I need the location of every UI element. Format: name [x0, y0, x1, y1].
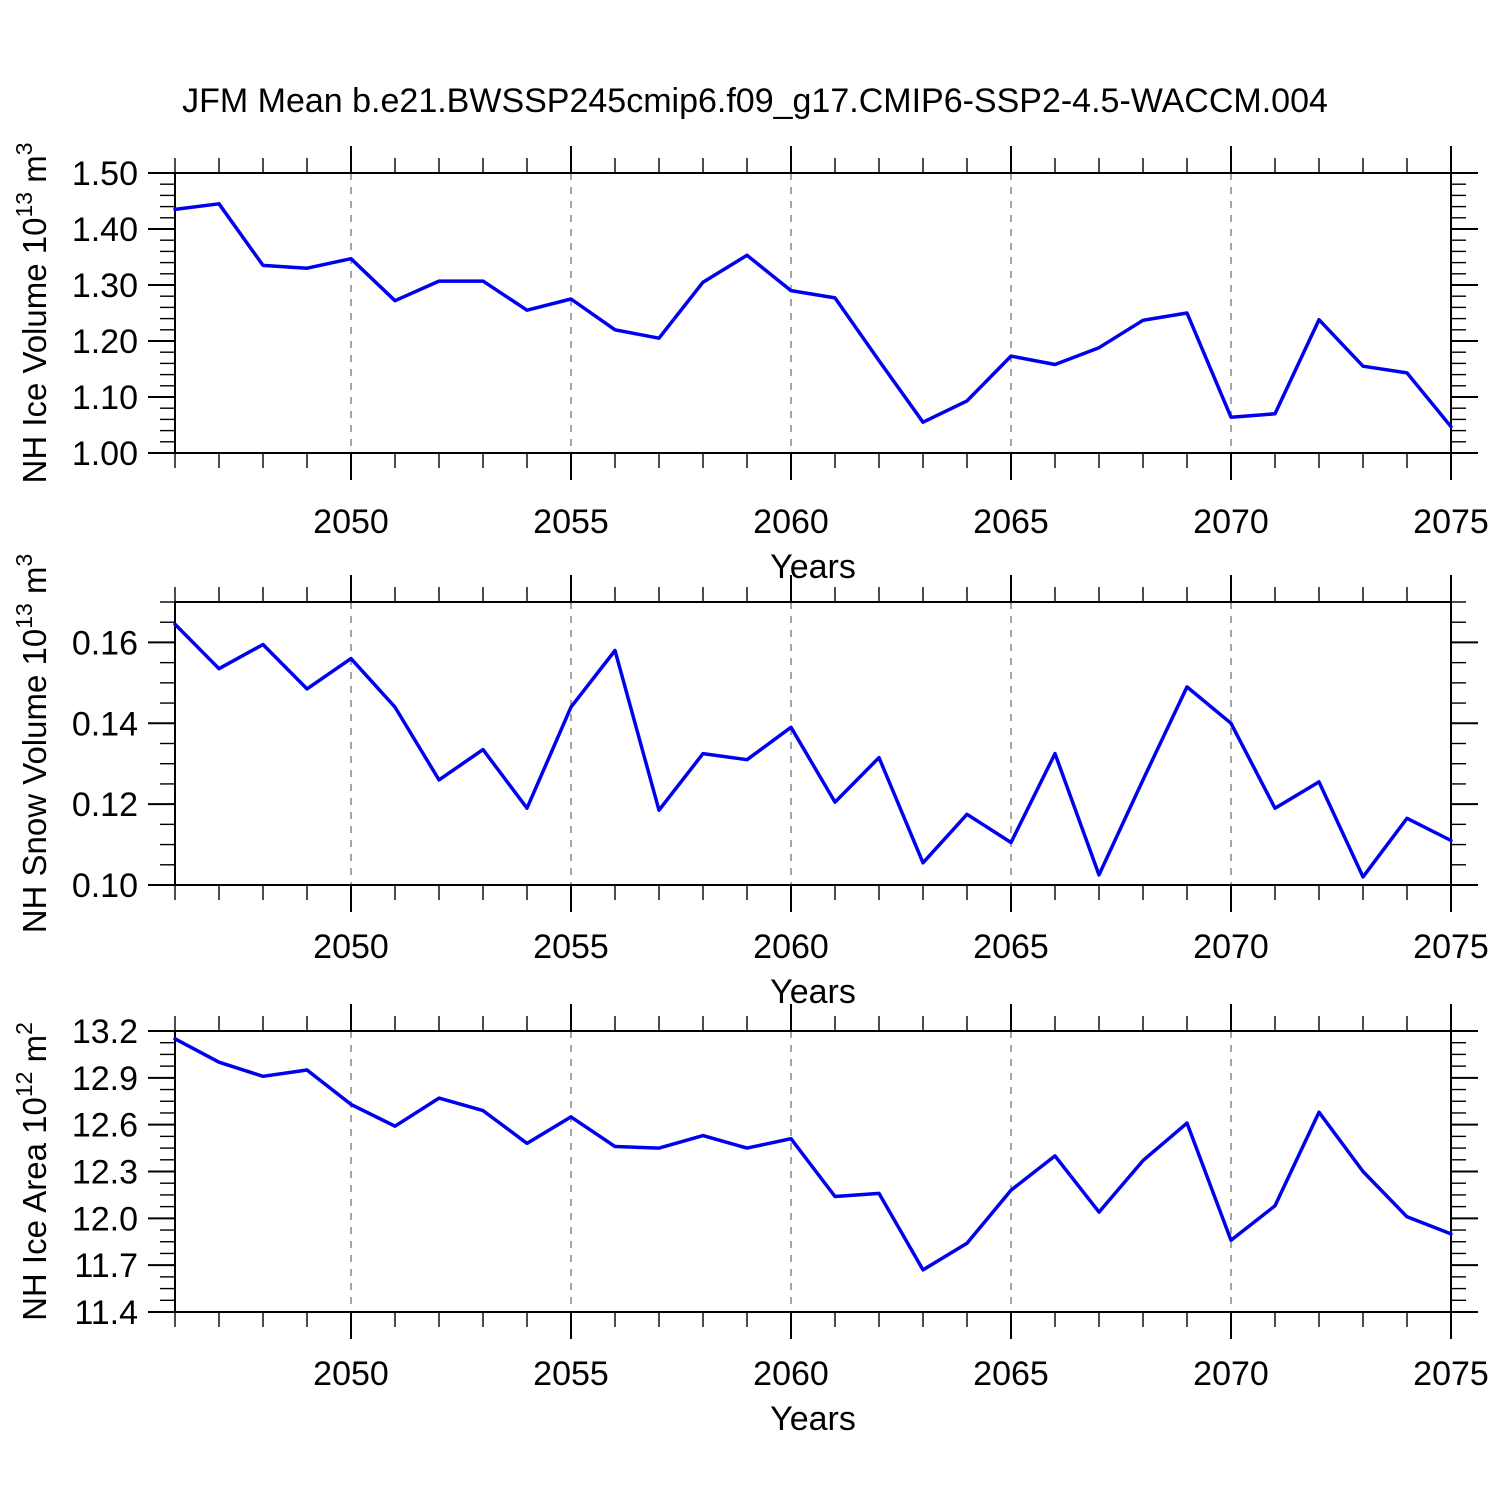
panel-nh-ice-area: 11.4 11.7 12.0 12.3 12.6 12.9 13.2 2050 2055 2060… — [11, 1004, 1489, 1438]
y-tick-label: 1.10 — [72, 379, 138, 417]
y-tick-label: 11.7 — [74, 1247, 138, 1285]
x-tick-label-2055: 2055 — [533, 503, 609, 541]
data-line-nh-ice-area — [173, 1037, 1453, 1272]
panel-nh-ice-volume: 1.00 1.10 1.20 1.30 1.40 1.50 2050 2055 2060 2065… — [11, 142, 1489, 586]
y-axis-title: NH Ice Volume 1013 m3 — [11, 142, 53, 483]
x-tick-label-2075: 2075 — [1413, 1355, 1489, 1393]
y-axis-title: NH Ice Area 1012 m2 — [11, 1022, 53, 1321]
x-tick-label-2075: 2075 — [1413, 928, 1489, 966]
x-tick-label-2055: 2055 — [533, 928, 609, 966]
y-tick-label: 1.50 — [72, 155, 138, 193]
x-tick-label-2070: 2070 — [1193, 1355, 1269, 1393]
axis-frame — [174, 601, 1452, 886]
y-tick-label: 12.0 — [72, 1200, 138, 1238]
x-tick-label-2070: 2070 — [1193, 928, 1269, 966]
x-tick-label-2065: 2065 — [973, 1355, 1049, 1393]
y-tick-label: 12.3 — [72, 1154, 138, 1192]
panel-nh-snow-volume: 0.10 0.12 0.14 0.16 2050 2055 2060 2065 2070 2075… — [11, 554, 1489, 1011]
x-tick-label-2050: 2050 — [313, 1355, 389, 1393]
y-tick-label: 11.4 — [74, 1294, 138, 1332]
chart-panels: 1.00 1.10 1.20 1.30 1.40 1.50 2050 2055 2060 2065… — [11, 142, 1489, 1438]
y-tick-label: 13.2 — [72, 1013, 138, 1051]
y-tick-label: 1.20 — [72, 323, 138, 361]
y-tick-label: 0.16 — [72, 624, 138, 662]
x-tick-label-2065: 2065 — [973, 928, 1049, 966]
y-tick-label: 12.9 — [72, 1060, 138, 1098]
x-tick-label-2050: 2050 — [313, 503, 389, 541]
y-tick-label: 1.30 — [72, 267, 138, 305]
axis-frame — [174, 1030, 1452, 1313]
x-tick-label-2050: 2050 — [313, 928, 389, 966]
data-line-nh-ice-volume — [173, 202, 1453, 429]
y-axis-title: NH Snow Volume 1013 m3 — [11, 554, 53, 934]
y-tick-label: 0.10 — [72, 867, 138, 905]
x-axis-title: Years — [770, 973, 856, 1011]
data-line-nh-snow-volume — [173, 622, 1453, 879]
y-tick-label: 0.14 — [72, 705, 138, 743]
x-tick-label-2070: 2070 — [1193, 503, 1269, 541]
x-axis-title: Years — [770, 1400, 856, 1438]
axis-frame — [174, 172, 1452, 454]
x-tick-label-2060: 2060 — [753, 503, 829, 541]
y-tick-label: 1.00 — [72, 435, 138, 473]
x-tick-label-2060: 2060 — [753, 1355, 829, 1393]
chart-title: JFM Mean b.e21.BWSSP245cmip6.f09_g17.CMI… — [182, 82, 1328, 120]
y-tick-label: 1.40 — [72, 211, 138, 249]
y-tick-label: 0.12 — [72, 786, 138, 824]
x-tick-label-2075: 2075 — [1413, 503, 1489, 541]
x-tick-label-2055: 2055 — [533, 1355, 609, 1393]
x-tick-label-2060: 2060 — [753, 928, 829, 966]
y-tick-label: 12.6 — [72, 1107, 138, 1145]
x-axis-title: Years — [770, 548, 856, 586]
x-tick-label-2065: 2065 — [973, 503, 1049, 541]
